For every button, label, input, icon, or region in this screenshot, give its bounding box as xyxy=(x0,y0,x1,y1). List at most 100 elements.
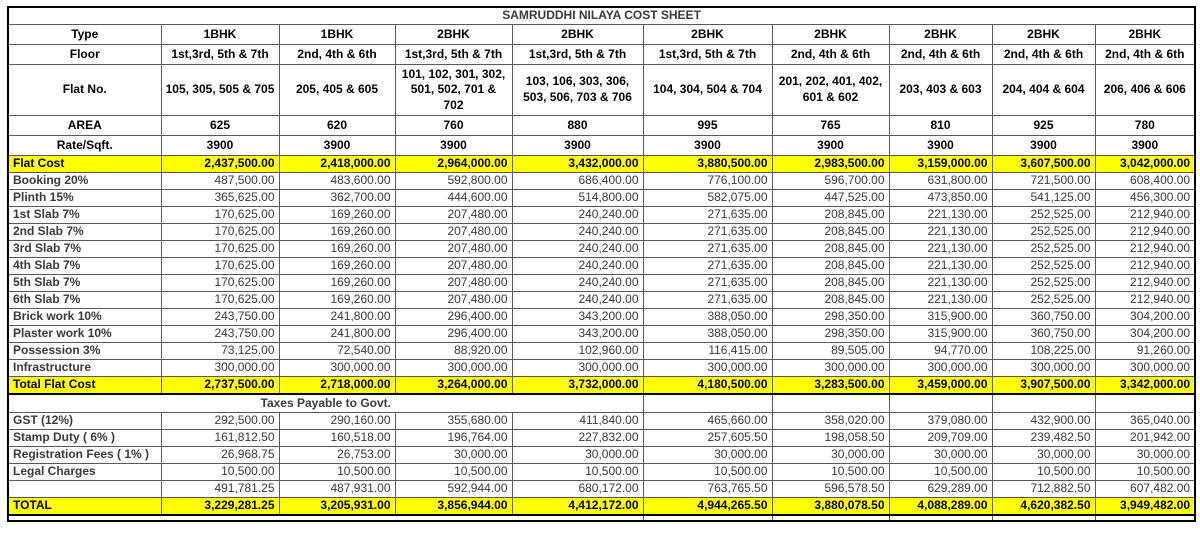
value-cell: 721,500.00 xyxy=(991,172,1096,190)
empty-cell xyxy=(771,514,890,522)
value-cell: 205, 405 & 605 xyxy=(278,64,396,116)
value-cell: 198,058.50 xyxy=(771,429,890,447)
value-cell: 105, 305, 505 & 705 xyxy=(160,64,280,116)
value-cell: 2BHK xyxy=(1094,24,1196,45)
value-cell: 625 xyxy=(160,115,280,136)
value-cell: 608,400.00 xyxy=(1094,172,1196,190)
value-cell: 629,289.00 xyxy=(888,480,993,498)
value-cell: 3,264,000.00 xyxy=(394,376,513,395)
value-cell: 170,625.00 xyxy=(160,274,280,292)
value-cell: 300,000.00 xyxy=(888,359,993,377)
value-cell: 2BHK xyxy=(991,24,1096,45)
value-cell: 3900 xyxy=(511,135,644,156)
row-grand-total: TOTAL 3,229,281.25 3,205,931.00 3,856,944.0… xyxy=(7,497,1196,516)
value-cell: 541,125.00 xyxy=(991,189,1096,207)
value-cell: 257,605.50 xyxy=(642,429,773,447)
value-cell: 212,940.00 xyxy=(1094,291,1196,309)
value-cell: 10,500.00 xyxy=(160,463,280,481)
value-cell: 304,200.00 xyxy=(1094,325,1196,343)
value-cell: 240,240.00 xyxy=(511,240,644,258)
value-cell: 343,200.00 xyxy=(511,308,644,326)
value-cell: 1st,3rd, 5th & 7th xyxy=(511,44,644,65)
value-cell: 473,850.00 xyxy=(888,189,993,207)
value-cell: 491,781.25 xyxy=(160,480,280,498)
row-flat-cost-label: Flat Cost xyxy=(7,155,162,173)
value-cell: 631,800.00 xyxy=(888,172,993,190)
value-cell: 780 xyxy=(1094,115,1196,136)
value-cell: 204, 404 & 604 xyxy=(991,64,1096,116)
value-cell: 2,737,500.00 xyxy=(160,376,280,395)
row-taxes-section-label: Taxes Payable to Govt. xyxy=(7,393,644,413)
value-cell: 239,482.50 xyxy=(991,429,1096,447)
value-cell: 30,000.00 xyxy=(511,446,644,464)
value-cell: 252,525.00 xyxy=(991,257,1096,275)
empty-cell xyxy=(1094,514,1196,522)
value-cell: 169,260.00 xyxy=(278,291,396,309)
value-cell: 3,907,500.00 xyxy=(991,376,1096,395)
value-cell: 2BHK xyxy=(771,24,890,45)
value-cell: 240,240.00 xyxy=(511,274,644,292)
row-possession: Possession 3% 73,125.00 72,540.00 88,920.00… xyxy=(7,342,1196,360)
row-bottom-partial-label xyxy=(7,514,644,522)
row-slab-2-label: 2nd Slab 7% xyxy=(7,223,162,241)
value-cell: 10,500.00 xyxy=(642,463,773,481)
row-slab-4-label: 4th Slab 7% xyxy=(7,257,162,275)
value-cell: 94,770.00 xyxy=(888,342,993,360)
value-cell: 169,260.00 xyxy=(278,206,396,224)
value-cell: 995 xyxy=(642,115,773,136)
row-type: Type 1BHK 1BHK 2BHK 2BHK 2BHK 2BHK 2BHK 2BHK 2BHK xyxy=(7,24,1196,45)
value-cell: 360,750.00 xyxy=(991,308,1096,326)
value-cell: 10,500.00 xyxy=(511,463,644,481)
value-cell: 73,125.00 xyxy=(160,342,280,360)
value-cell: 760 xyxy=(394,115,513,136)
row-taxes-section: Taxes Payable to Govt. xyxy=(7,393,1196,413)
value-cell: 252,525.00 xyxy=(991,240,1096,258)
row-booking-label: Booking 20% xyxy=(7,172,162,190)
value-cell: 221,130.00 xyxy=(888,223,993,241)
value-cell: 592,800.00 xyxy=(394,172,513,190)
value-cell: 315,900.00 xyxy=(888,308,993,326)
value-cell: 1BHK xyxy=(278,24,396,45)
row-gst-label: GST (12%) xyxy=(7,412,162,430)
value-cell: 432,900.00 xyxy=(991,412,1096,430)
value-cell: 2,964,000.00 xyxy=(394,155,513,173)
value-cell: 1st,3rd, 5th & 7th xyxy=(642,44,773,65)
value-cell: 300,000.00 xyxy=(511,359,644,377)
value-cell: 88,920.00 xyxy=(394,342,513,360)
value-cell: 104, 304, 504 & 704 xyxy=(642,64,773,116)
value-cell: 212,940.00 xyxy=(1094,274,1196,292)
value-cell: 243,750.00 xyxy=(160,308,280,326)
empty-cell xyxy=(771,393,890,413)
value-cell: 388,050.00 xyxy=(642,308,773,326)
value-cell: 271,635.00 xyxy=(642,257,773,275)
value-cell: 596,700.00 xyxy=(771,172,890,190)
value-cell: 271,635.00 xyxy=(642,206,773,224)
empty-cell xyxy=(888,514,993,522)
value-cell: 201, 202, 401, 402, 601 & 602 xyxy=(771,64,890,116)
row-flat-no: Flat No. 105, 305, 505 & 705 205, 405 & 60… xyxy=(7,64,1196,116)
value-cell: 3,342,000.00 xyxy=(1094,376,1196,395)
value-cell: 4,412,172.00 xyxy=(511,497,644,516)
row-rate-label: Rate/Sqft. xyxy=(7,135,162,156)
row-slab-3-label: 3rd Slab 7% xyxy=(7,240,162,258)
value-cell: 221,130.00 xyxy=(888,257,993,275)
value-cell: 30,000.00 xyxy=(642,446,773,464)
row-slab-4: 4th Slab 7% 170,625.00 169,260.00 207,480.0… xyxy=(7,257,1196,275)
value-cell: 596,578.50 xyxy=(771,480,890,498)
row-grand-total-label: TOTAL xyxy=(7,497,162,516)
value-cell: 30,000.00 xyxy=(991,446,1096,464)
value-cell: 680,172.00 xyxy=(511,480,644,498)
value-cell: 3,459,000.00 xyxy=(888,376,993,395)
value-cell: 296,400.00 xyxy=(394,325,513,343)
value-cell: 379,080.00 xyxy=(888,412,993,430)
value-cell: 169,260.00 xyxy=(278,257,396,275)
value-cell: 221,130.00 xyxy=(888,291,993,309)
value-cell: 103, 106, 303, 306, 503, 506, 703 & 706 xyxy=(511,64,644,116)
value-cell: 4,944,265.50 xyxy=(642,497,773,516)
value-cell: 10,500.00 xyxy=(991,463,1096,481)
value-cell: 2BHK xyxy=(642,24,773,45)
value-cell: 169,260.00 xyxy=(278,274,396,292)
value-cell: 3,229,281.25 xyxy=(160,497,280,516)
value-cell: 355,680.00 xyxy=(394,412,513,430)
